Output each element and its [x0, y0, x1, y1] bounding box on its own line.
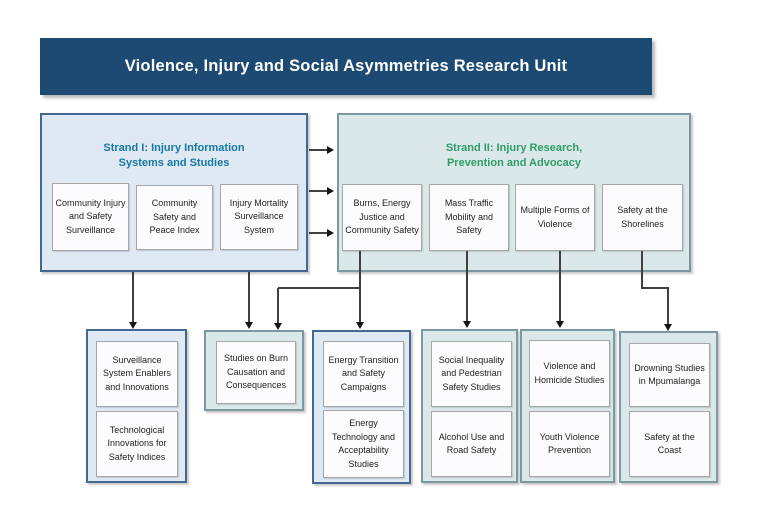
- node-alcohol-use-road-safety: Alcohol Use and Road Safety: [431, 411, 512, 477]
- node-multiple-forms-of-violence: Multiple Forms of Violence: [515, 184, 595, 251]
- connector-traffic-group4: [466, 251, 468, 321]
- strand-1-title: Strand I: Injury Information Systems and…: [42, 141, 306, 170]
- connector-strand1-group1-arrow-icon: [129, 322, 137, 329]
- connector-burns-group3-arrow-icon: [356, 322, 364, 329]
- strand-link-line-2: [309, 190, 328, 192]
- node-technological-innovations-safety-indices: Technological Innovations for Safety Ind…: [96, 411, 178, 477]
- strand-1-container: Strand I: Injury Information Systems and…: [40, 113, 308, 272]
- node-surveillance-system-enablers: Surveillance System Enablers and Innovat…: [96, 341, 178, 407]
- strand-link-arrow-2-icon: [327, 187, 334, 195]
- strand-2-title-line1: Strand II: Injury Research,: [445, 142, 583, 154]
- node-safety-at-the-coast: Safety at the Coast: [629, 411, 710, 477]
- node-energy-technology-acceptability-studies: Energy Technology and Acceptability Stud…: [323, 410, 404, 478]
- group-burn-causation: Studies on Burn Causation and Consequenc…: [204, 330, 304, 411]
- connector-shorelines-group6: [667, 288, 669, 324]
- connector-traffic-group4-arrow-icon: [463, 321, 471, 328]
- node-violence-homicide-studies: Violence and Homicide Studies: [529, 340, 610, 407]
- connector-burns-group3: [359, 251, 361, 322]
- strand-1-title-line2: Systems and Studies: [118, 156, 230, 169]
- connector-strand1-group2-arrow-icon: [245, 322, 253, 329]
- connector-strand1-group1: [132, 272, 134, 322]
- connector-burns-group2: [277, 288, 279, 323]
- node-drowning-studies-mpumalanga: Drowning Studies in Mpumalanga: [629, 343, 710, 407]
- connector-violence-group5-arrow-icon: [556, 321, 564, 328]
- group-violence-studies: Violence and Homicide Studies Youth Viol…: [520, 329, 615, 483]
- node-community-injury-safety-surveillance: Community Injury and Safety Surveillance: [52, 183, 129, 251]
- unit-title-banner: Violence, Injury and Social Asymmetries …: [40, 38, 652, 95]
- node-social-inequality-pedestrian-safety: Social Inequality and Pedestrian Safety …: [431, 341, 512, 407]
- node-community-safety-peace-index: Community Safety and Peace Index: [136, 185, 213, 250]
- connector-burns-group2-arrow-icon: [274, 323, 282, 330]
- node-burns-energy-justice-community-safety: Burns, Energy Justice and Community Safe…: [342, 184, 422, 251]
- connector-shorelines-horizontal: [641, 287, 669, 289]
- strand-link-line-1: [309, 149, 328, 151]
- group-water-safety: Drowning Studies in Mpumalanga Safety at…: [619, 331, 718, 483]
- group-road-safety: Social Inequality and Pedestrian Safety …: [421, 329, 518, 483]
- connector-shorelines-group6-arrow-icon: [664, 324, 672, 331]
- group-surveillance-innovations: Surveillance System Enablers and Innovat…: [86, 329, 187, 483]
- strand-1-title-line1: Strand I: Injury Information: [103, 142, 245, 154]
- group-energy-transition: Energy Transition and Safety Campaigns E…: [312, 330, 411, 484]
- connector-burns-branch-horizontal: [278, 287, 360, 289]
- node-energy-transition-safety-campaigns: Energy Transition and Safety Campaigns: [323, 341, 404, 407]
- node-injury-mortality-surveillance-system: Injury Mortality Surveillance System: [220, 184, 298, 250]
- strand-2-title-line2: Prevention and Advocacy: [446, 156, 582, 169]
- node-youth-violence-prevention: Youth Violence Prevention: [529, 411, 610, 477]
- connector-violence-group5: [559, 251, 561, 321]
- strand-2-title: Strand II: Injury Research, Prevention a…: [339, 141, 689, 170]
- node-mass-traffic-mobility-safety: Mass Traffic Mobility and Safety: [429, 184, 509, 251]
- connector-strand1-group2: [248, 272, 250, 322]
- connector-shorelines-down: [641, 251, 643, 288]
- strand-link-arrow-3-icon: [327, 229, 334, 237]
- node-safety-at-the-shorelines: Safety at the Shorelines: [602, 184, 683, 251]
- page-title: Violence, Injury and Social Asymmetries …: [124, 57, 568, 75]
- strand-2-container: Strand II: Injury Research, Prevention a…: [337, 113, 691, 272]
- node-studies-burn-causation: Studies on Burn Causation and Consequenc…: [216, 341, 296, 404]
- strand-link-arrow-1-icon: [327, 146, 334, 154]
- strand-link-line-3: [309, 232, 328, 234]
